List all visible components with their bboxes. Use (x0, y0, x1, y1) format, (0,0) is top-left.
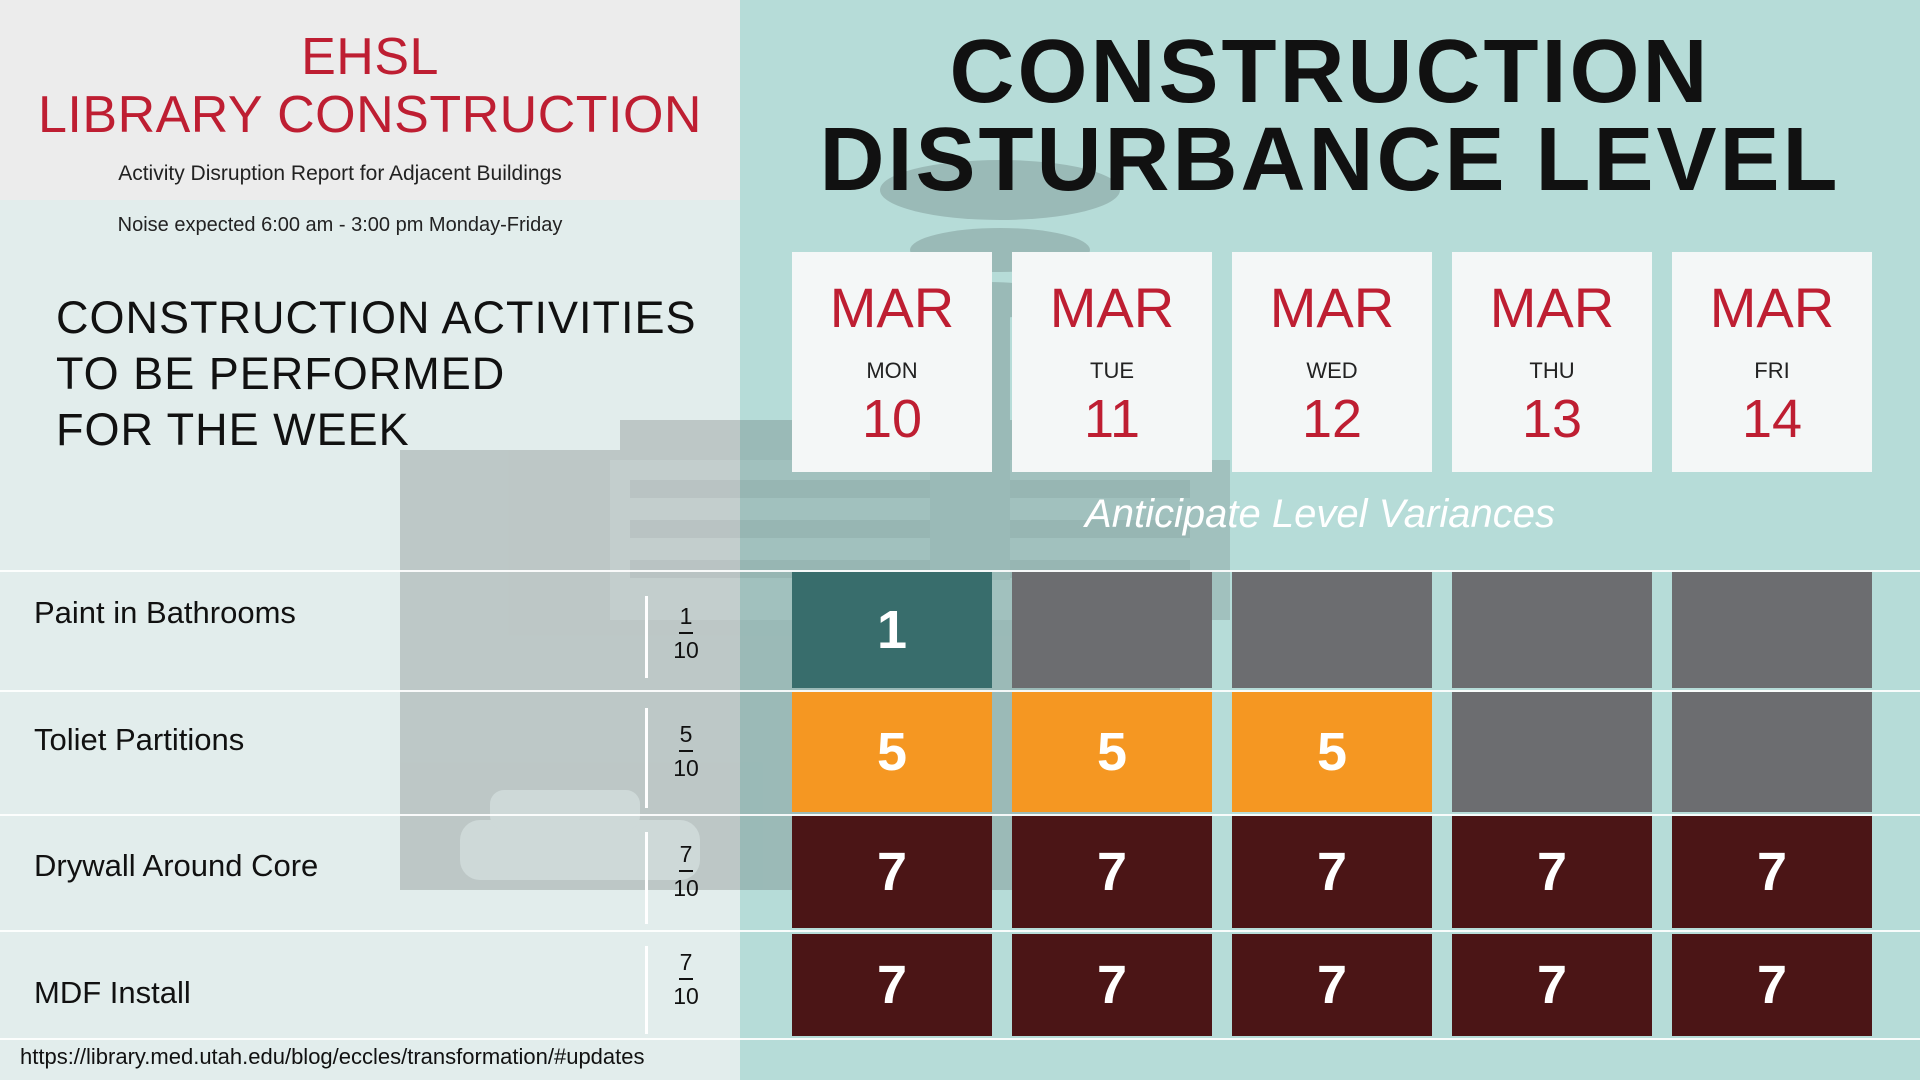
level-cell-thu: 7 (1452, 816, 1652, 928)
date-card-thu: MAR THU 13 (1452, 252, 1652, 472)
level-cell-wed: 5 (1232, 692, 1432, 812)
date-card-fri: MAR FRI 14 (1672, 252, 1872, 472)
level-cell-thu (1452, 572, 1652, 688)
date-month: MAR (829, 276, 955, 339)
activities-heading-line3: FOR THE WEEK (56, 404, 410, 455)
activity-name: Drywall Around Core (34, 848, 319, 883)
row-divider (645, 946, 648, 1034)
fraction-bar (679, 870, 693, 872)
level-value: 5 (679, 721, 693, 747)
fraction-bar (679, 632, 693, 634)
level-cell-wed (1232, 572, 1432, 688)
level-fraction: 1 10 (660, 604, 712, 662)
date-day: 11 (1083, 389, 1141, 449)
fraction-bar (679, 750, 693, 752)
level-scale: 10 (673, 637, 699, 663)
date-weekday: TUE (1090, 358, 1134, 383)
level-value: 7 (679, 949, 693, 975)
date-card-wed: MAR WED 12 (1232, 252, 1432, 472)
row-divider (645, 832, 648, 924)
library-title-line2: LIBRARY CONSTRUCTION (38, 86, 702, 144)
row-divider (645, 708, 648, 808)
level-fraction: 7 10 (660, 842, 712, 900)
level-cell-fri (1672, 692, 1872, 812)
date-card-tue: MAR TUE 11 (1012, 252, 1212, 472)
activities-heading-line1: CONSTRUCTION ACTIVITIES (56, 292, 697, 343)
date-weekday: WED (1306, 358, 1358, 383)
page-title: CONSTRUCTION DISTURBANCE LEVEL (740, 22, 1920, 210)
level-cell-fri: 7 (1672, 934, 1872, 1036)
level-cell-wed: 7 (1232, 816, 1432, 928)
row-separator (0, 814, 1920, 816)
level-cell-tue: 7 (1012, 816, 1212, 928)
level-cell-tue: 7 (1012, 934, 1212, 1036)
level-cell-mon: 7 (792, 934, 992, 1036)
level-cell-thu (1452, 692, 1652, 812)
level-value: 7 (679, 841, 693, 867)
date-month: MAR (1489, 276, 1615, 339)
page-title-line2: DISTURBANCE LEVEL (819, 110, 1841, 210)
row-separator (0, 570, 1920, 572)
activities-heading: CONSTRUCTION ACTIVITIES TO BE PERFORMED … (56, 290, 697, 458)
date-card-mon: MAR MON 10 (792, 252, 992, 472)
library-title: EHSL LIBRARY CONSTRUCTION (0, 28, 740, 144)
level-cell-mon: 7 (792, 816, 992, 928)
level-cell-fri (1672, 572, 1872, 688)
date-day: 12 (1301, 389, 1363, 449)
date-weekday: MON (866, 358, 918, 383)
level-fraction: 5 10 (660, 722, 712, 780)
level-scale: 10 (673, 755, 699, 781)
activity-name: Paint in Bathrooms (34, 595, 296, 630)
level-cell-wed: 7 (1232, 934, 1432, 1036)
activity-name: MDF Install (34, 975, 191, 1010)
level-scale: 10 (673, 983, 699, 1009)
level-cell-tue (1012, 572, 1212, 688)
row-separator (0, 1038, 1920, 1040)
page-title-line1: CONSTRUCTION (949, 22, 1711, 122)
date-month: MAR (1709, 276, 1835, 339)
fraction-bar (679, 978, 693, 980)
left-header-band (0, 0, 740, 200)
date-day: 10 (861, 389, 923, 449)
level-cell-mon: 5 (792, 692, 992, 812)
level-cell-fri: 7 (1672, 816, 1872, 928)
level-fraction: 7 10 (660, 950, 712, 1008)
row-separator (0, 690, 1920, 692)
level-cell-thu: 7 (1452, 934, 1652, 1036)
level-cell-mon: 1 (792, 572, 992, 688)
report-subtitle: Activity Disruption Report for Adjacent … (118, 162, 562, 185)
activity-name: Toliet Partitions (34, 722, 245, 757)
level-scale: 10 (673, 875, 699, 901)
date-month: MAR (1269, 276, 1395, 339)
row-separator (0, 930, 1920, 932)
noise-note: Noise expected 6:00 am - 3:00 pm Monday-… (117, 214, 563, 236)
library-title-line1: EHSL (301, 28, 439, 86)
row-divider (645, 596, 648, 678)
date-month: MAR (1049, 276, 1175, 339)
level-value: 1 (679, 603, 693, 629)
level-cell-tue: 5 (1012, 692, 1212, 812)
activities-heading-line2: TO BE PERFORMED (56, 348, 506, 399)
date-weekday: THU (1529, 358, 1575, 383)
date-day: 14 (1741, 389, 1803, 449)
variance-note: Anticipate Level Variances (1085, 492, 1555, 536)
updates-link[interactable]: https://library.med.utah.edu/blog/eccles… (20, 1044, 645, 1069)
date-day: 13 (1521, 389, 1583, 449)
date-weekday: FRI (1754, 358, 1790, 383)
